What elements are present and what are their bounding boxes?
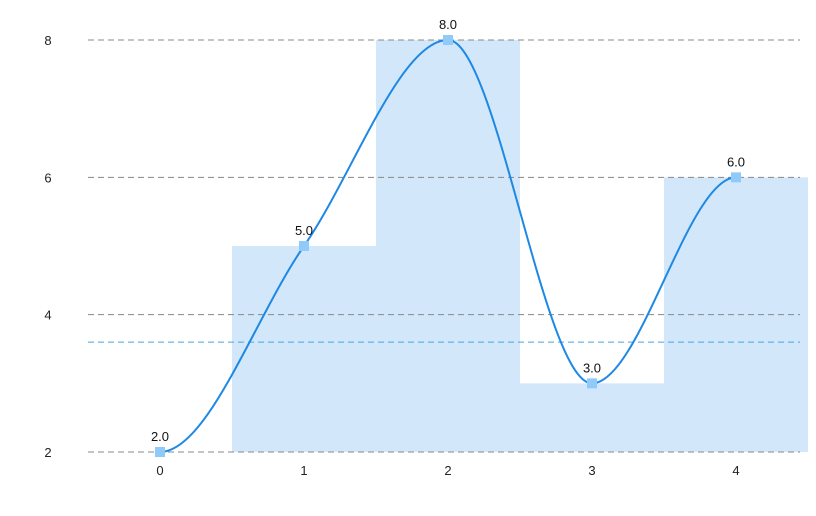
- data-label-1: 5.0: [295, 223, 313, 238]
- step-area-2: [376, 40, 520, 452]
- x-tick-label-2: 2: [444, 463, 451, 478]
- data-point-0: [155, 447, 165, 457]
- data-point-2: [443, 35, 453, 45]
- data-point-3: [587, 378, 597, 389]
- data-label-3: 3.0: [583, 360, 601, 375]
- data-labels: 2.0 5.0 8.0 3.0 6.0: [151, 17, 745, 444]
- x-axis: 0 1 2 3 4: [156, 463, 739, 478]
- data-label-4: 6.0: [727, 154, 745, 169]
- step-area-4: [664, 177, 808, 453]
- x-tick-label-3: 3: [588, 463, 595, 478]
- data-label-2: 8.0: [439, 17, 457, 32]
- y-axis: 2 4 6 8: [44, 33, 51, 460]
- y-tick-label-3: 8: [44, 33, 51, 48]
- data-point-1: [299, 241, 309, 251]
- step-area-layer: [232, 40, 808, 453]
- markers: [155, 35, 741, 457]
- series-line: [159, 38, 737, 453]
- step-area-1: [232, 246, 376, 452]
- step-area-3: [520, 383, 664, 452]
- y-tick-label-1: 4: [44, 308, 51, 323]
- data-point-4: [731, 172, 741, 183]
- series-line-layer: [159, 38, 737, 453]
- x-tick-label-0: 0: [156, 463, 163, 478]
- x-tick-label-4: 4: [732, 463, 739, 478]
- y-tick-label-2: 6: [44, 170, 51, 185]
- data-label-0: 2.0: [151, 429, 169, 444]
- y-tick-label-0: 2: [44, 445, 51, 460]
- x-tick-label-1: 1: [300, 463, 307, 478]
